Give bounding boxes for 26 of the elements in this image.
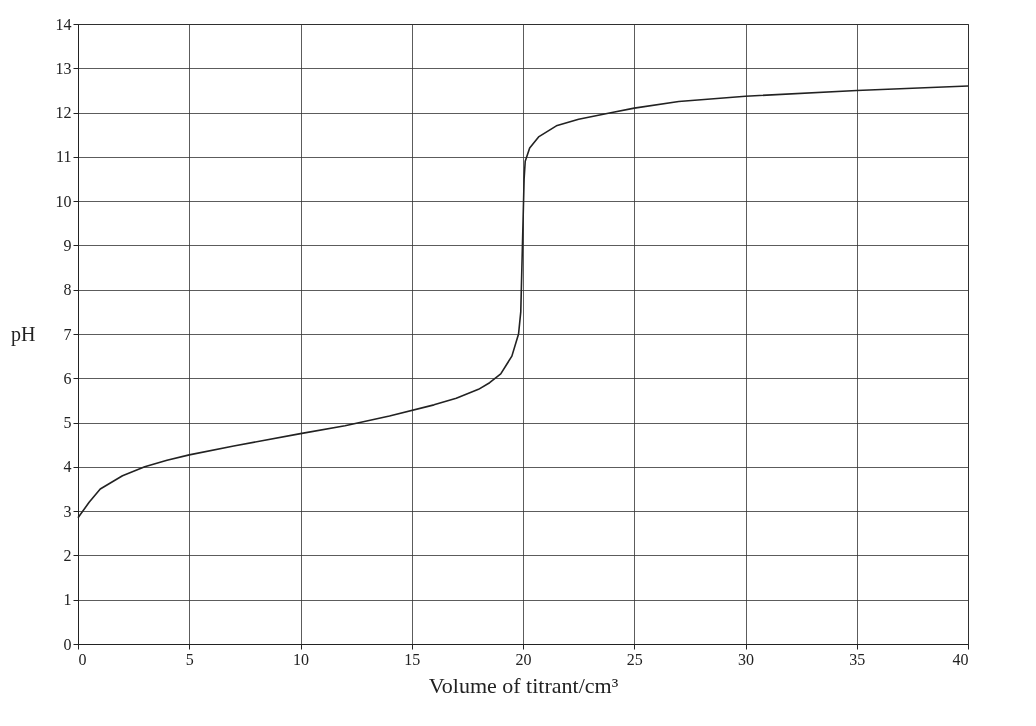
y-tick-label: 1 [63,591,72,609]
y-tick-label: 4 [63,458,72,476]
y-tick-label: 10 [55,192,72,210]
x-tick-label: 0 [78,650,87,668]
y-tick-label: 9 [63,236,72,254]
x-axis-title: Volume of titrant/cm³ [428,672,619,698]
y-axis-title: pH [11,322,36,346]
y-tick-label: 2 [63,546,72,564]
y-tick-label: 0 [63,635,72,653]
y-tick-label: 11 [56,148,72,166]
y-tick-label: 5 [63,414,72,432]
x-tick-label: 20 [515,650,532,668]
y-tick-label: 8 [63,281,72,299]
x-tick-label: 15 [404,650,421,668]
y-tick-label: 6 [63,369,72,387]
x-tick-label: 25 [626,650,643,668]
x-tick-label: 30 [738,650,754,668]
y-tick-label: 12 [55,104,72,122]
x-tick-label: 40 [952,650,969,668]
x-tick-label: 35 [849,650,866,668]
x-tick-label: 5 [185,650,194,668]
y-tick-label: 14 [55,15,72,33]
y-tick-label: 7 [63,325,72,343]
x-tick-label: 10 [293,650,309,668]
y-tick-label: 13 [55,59,72,77]
y-tick-label: 3 [63,502,72,520]
